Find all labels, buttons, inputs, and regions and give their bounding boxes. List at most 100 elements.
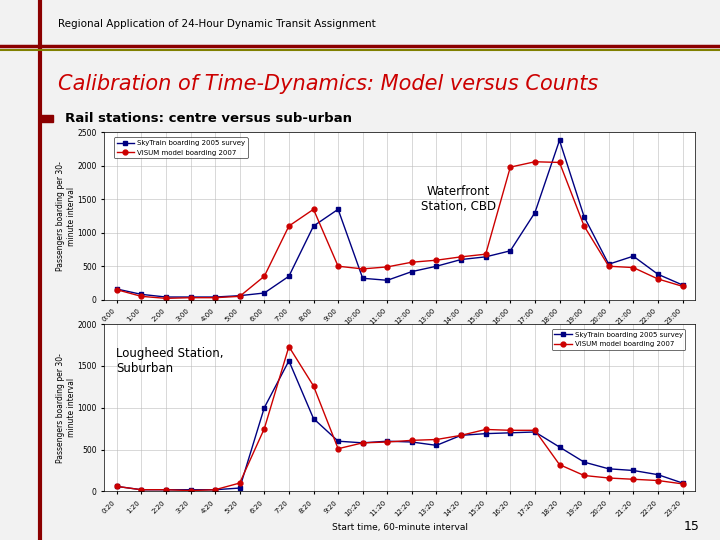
VISUM model boarding 2007 xyxy=(629,264,638,271)
SkyTrain boarding 2005 survey xyxy=(456,432,465,438)
SkyTrain boarding 2005 survey xyxy=(112,286,121,292)
SkyTrain boarding 2005 survey xyxy=(432,442,441,449)
Line: VISUM model boarding 2007: VISUM model boarding 2007 xyxy=(114,344,685,493)
Line: SkyTrain boarding 2005 survey: SkyTrain boarding 2005 survey xyxy=(114,138,685,300)
Y-axis label: Passengers boarding per 30-
minute interval: Passengers boarding per 30- minute inter… xyxy=(56,353,76,463)
VISUM model boarding 2007 xyxy=(235,293,244,300)
Y-axis label: Passengers boarding per 30-
minute interval: Passengers boarding per 30- minute inter… xyxy=(56,161,76,271)
SkyTrain boarding 2005 survey xyxy=(506,247,515,254)
SkyTrain boarding 2005 survey xyxy=(408,268,416,275)
SkyTrain boarding 2005 survey xyxy=(555,444,564,450)
SkyTrain boarding 2005 survey xyxy=(137,291,145,298)
SkyTrain boarding 2005 survey xyxy=(235,293,244,299)
VISUM model boarding 2007 xyxy=(161,295,170,302)
SkyTrain boarding 2005 survey xyxy=(284,357,293,364)
VISUM model boarding 2007 xyxy=(334,446,343,452)
VISUM model boarding 2007 xyxy=(432,257,441,264)
VISUM model boarding 2007 xyxy=(531,159,539,165)
SkyTrain boarding 2005 survey xyxy=(383,438,392,444)
VISUM model boarding 2007 xyxy=(211,487,220,493)
SkyTrain boarding 2005 survey xyxy=(334,206,343,213)
SkyTrain boarding 2005 survey xyxy=(531,429,539,435)
VISUM model boarding 2007 xyxy=(408,259,416,266)
VISUM model boarding 2007 xyxy=(678,481,687,487)
VISUM model boarding 2007 xyxy=(260,426,269,432)
SkyTrain boarding 2005 survey xyxy=(604,465,613,472)
SkyTrain boarding 2005 survey xyxy=(359,275,367,281)
VISUM model boarding 2007 xyxy=(112,483,121,490)
VISUM model boarding 2007 xyxy=(161,487,170,493)
VISUM model boarding 2007 xyxy=(112,286,121,293)
SkyTrain boarding 2005 survey xyxy=(309,223,318,230)
VISUM model boarding 2007 xyxy=(284,343,293,350)
SkyTrain boarding 2005 survey xyxy=(260,404,269,411)
SkyTrain boarding 2005 survey xyxy=(408,439,416,446)
VISUM model boarding 2007 xyxy=(186,487,195,494)
VISUM model boarding 2007 xyxy=(506,164,515,170)
SkyTrain boarding 2005 survey xyxy=(506,430,515,436)
VISUM model boarding 2007 xyxy=(654,276,662,282)
SkyTrain boarding 2005 survey xyxy=(186,487,195,493)
Legend: SkyTrain boarding 2005 survey, VISUM model boarding 2007: SkyTrain boarding 2005 survey, VISUM mod… xyxy=(552,329,685,350)
VISUM model boarding 2007 xyxy=(432,436,441,443)
VISUM model boarding 2007 xyxy=(359,440,367,446)
VISUM model boarding 2007 xyxy=(383,264,392,270)
VISUM model boarding 2007 xyxy=(334,263,343,269)
VISUM model boarding 2007 xyxy=(284,223,293,230)
VISUM model boarding 2007 xyxy=(309,206,318,213)
VISUM model boarding 2007 xyxy=(531,427,539,434)
SkyTrain boarding 2005 survey xyxy=(383,277,392,284)
VISUM model boarding 2007 xyxy=(359,266,367,272)
SkyTrain boarding 2005 survey xyxy=(309,415,318,422)
VISUM model boarding 2007 xyxy=(580,223,588,230)
VISUM model boarding 2007 xyxy=(482,426,490,433)
SkyTrain boarding 2005 survey xyxy=(161,487,170,493)
SkyTrain boarding 2005 survey xyxy=(211,487,220,493)
Text: Lougheed Station,
Suburban: Lougheed Station, Suburban xyxy=(116,347,224,375)
VISUM model boarding 2007 xyxy=(186,294,195,301)
SkyTrain boarding 2005 survey xyxy=(482,254,490,260)
VISUM model boarding 2007 xyxy=(629,476,638,483)
VISUM model boarding 2007 xyxy=(456,432,465,438)
VISUM model boarding 2007 xyxy=(137,293,145,300)
VISUM model boarding 2007 xyxy=(235,480,244,486)
Text: Waterfront
Station, CBD: Waterfront Station, CBD xyxy=(421,185,496,213)
VISUM model boarding 2007 xyxy=(408,437,416,443)
SkyTrain boarding 2005 survey xyxy=(359,440,367,446)
SkyTrain boarding 2005 survey xyxy=(678,282,687,288)
VISUM model boarding 2007 xyxy=(654,477,662,484)
Line: VISUM model boarding 2007: VISUM model boarding 2007 xyxy=(114,159,685,301)
VISUM model boarding 2007 xyxy=(383,439,392,446)
SkyTrain boarding 2005 survey xyxy=(604,261,613,267)
VISUM model boarding 2007 xyxy=(456,254,465,260)
SkyTrain boarding 2005 survey xyxy=(678,480,687,486)
SkyTrain boarding 2005 survey xyxy=(284,273,293,280)
SkyTrain boarding 2005 survey xyxy=(235,485,244,491)
VISUM model boarding 2007 xyxy=(260,273,269,280)
Text: Calibration of Time-Dynamics: Model versus Counts: Calibration of Time-Dynamics: Model vers… xyxy=(58,73,598,94)
SkyTrain boarding 2005 survey xyxy=(629,467,638,474)
SkyTrain boarding 2005 survey xyxy=(334,438,343,444)
VISUM model boarding 2007 xyxy=(604,263,613,269)
SkyTrain boarding 2005 survey xyxy=(654,471,662,478)
Text: Regional Application of 24-Hour Dynamic Transit Assignment: Regional Application of 24-Hour Dynamic … xyxy=(58,19,375,29)
SkyTrain boarding 2005 survey xyxy=(629,253,638,259)
Line: SkyTrain boarding 2005 survey: SkyTrain boarding 2005 survey xyxy=(114,359,685,492)
SkyTrain boarding 2005 survey xyxy=(580,213,588,220)
SkyTrain boarding 2005 survey xyxy=(137,487,145,493)
SkyTrain boarding 2005 survey xyxy=(654,271,662,278)
VISUM model boarding 2007 xyxy=(604,475,613,481)
X-axis label: Start time, 60-minute interval: Start time, 60-minute interval xyxy=(332,332,467,341)
VISUM model boarding 2007 xyxy=(580,472,588,479)
VISUM model boarding 2007 xyxy=(555,461,564,468)
VISUM model boarding 2007 xyxy=(309,383,318,389)
Bar xyxy=(40,115,53,122)
SkyTrain boarding 2005 survey xyxy=(186,294,195,300)
SkyTrain boarding 2005 survey xyxy=(260,290,269,296)
VISUM model boarding 2007 xyxy=(137,487,145,493)
SkyTrain boarding 2005 survey xyxy=(211,294,220,300)
Legend: SkyTrain boarding 2005 survey, VISUM model boarding 2007: SkyTrain boarding 2005 survey, VISUM mod… xyxy=(114,138,248,158)
Text: Rail stations: centre versus sub-urban: Rail stations: centre versus sub-urban xyxy=(65,112,352,125)
SkyTrain boarding 2005 survey xyxy=(482,430,490,437)
VISUM model boarding 2007 xyxy=(555,159,564,166)
